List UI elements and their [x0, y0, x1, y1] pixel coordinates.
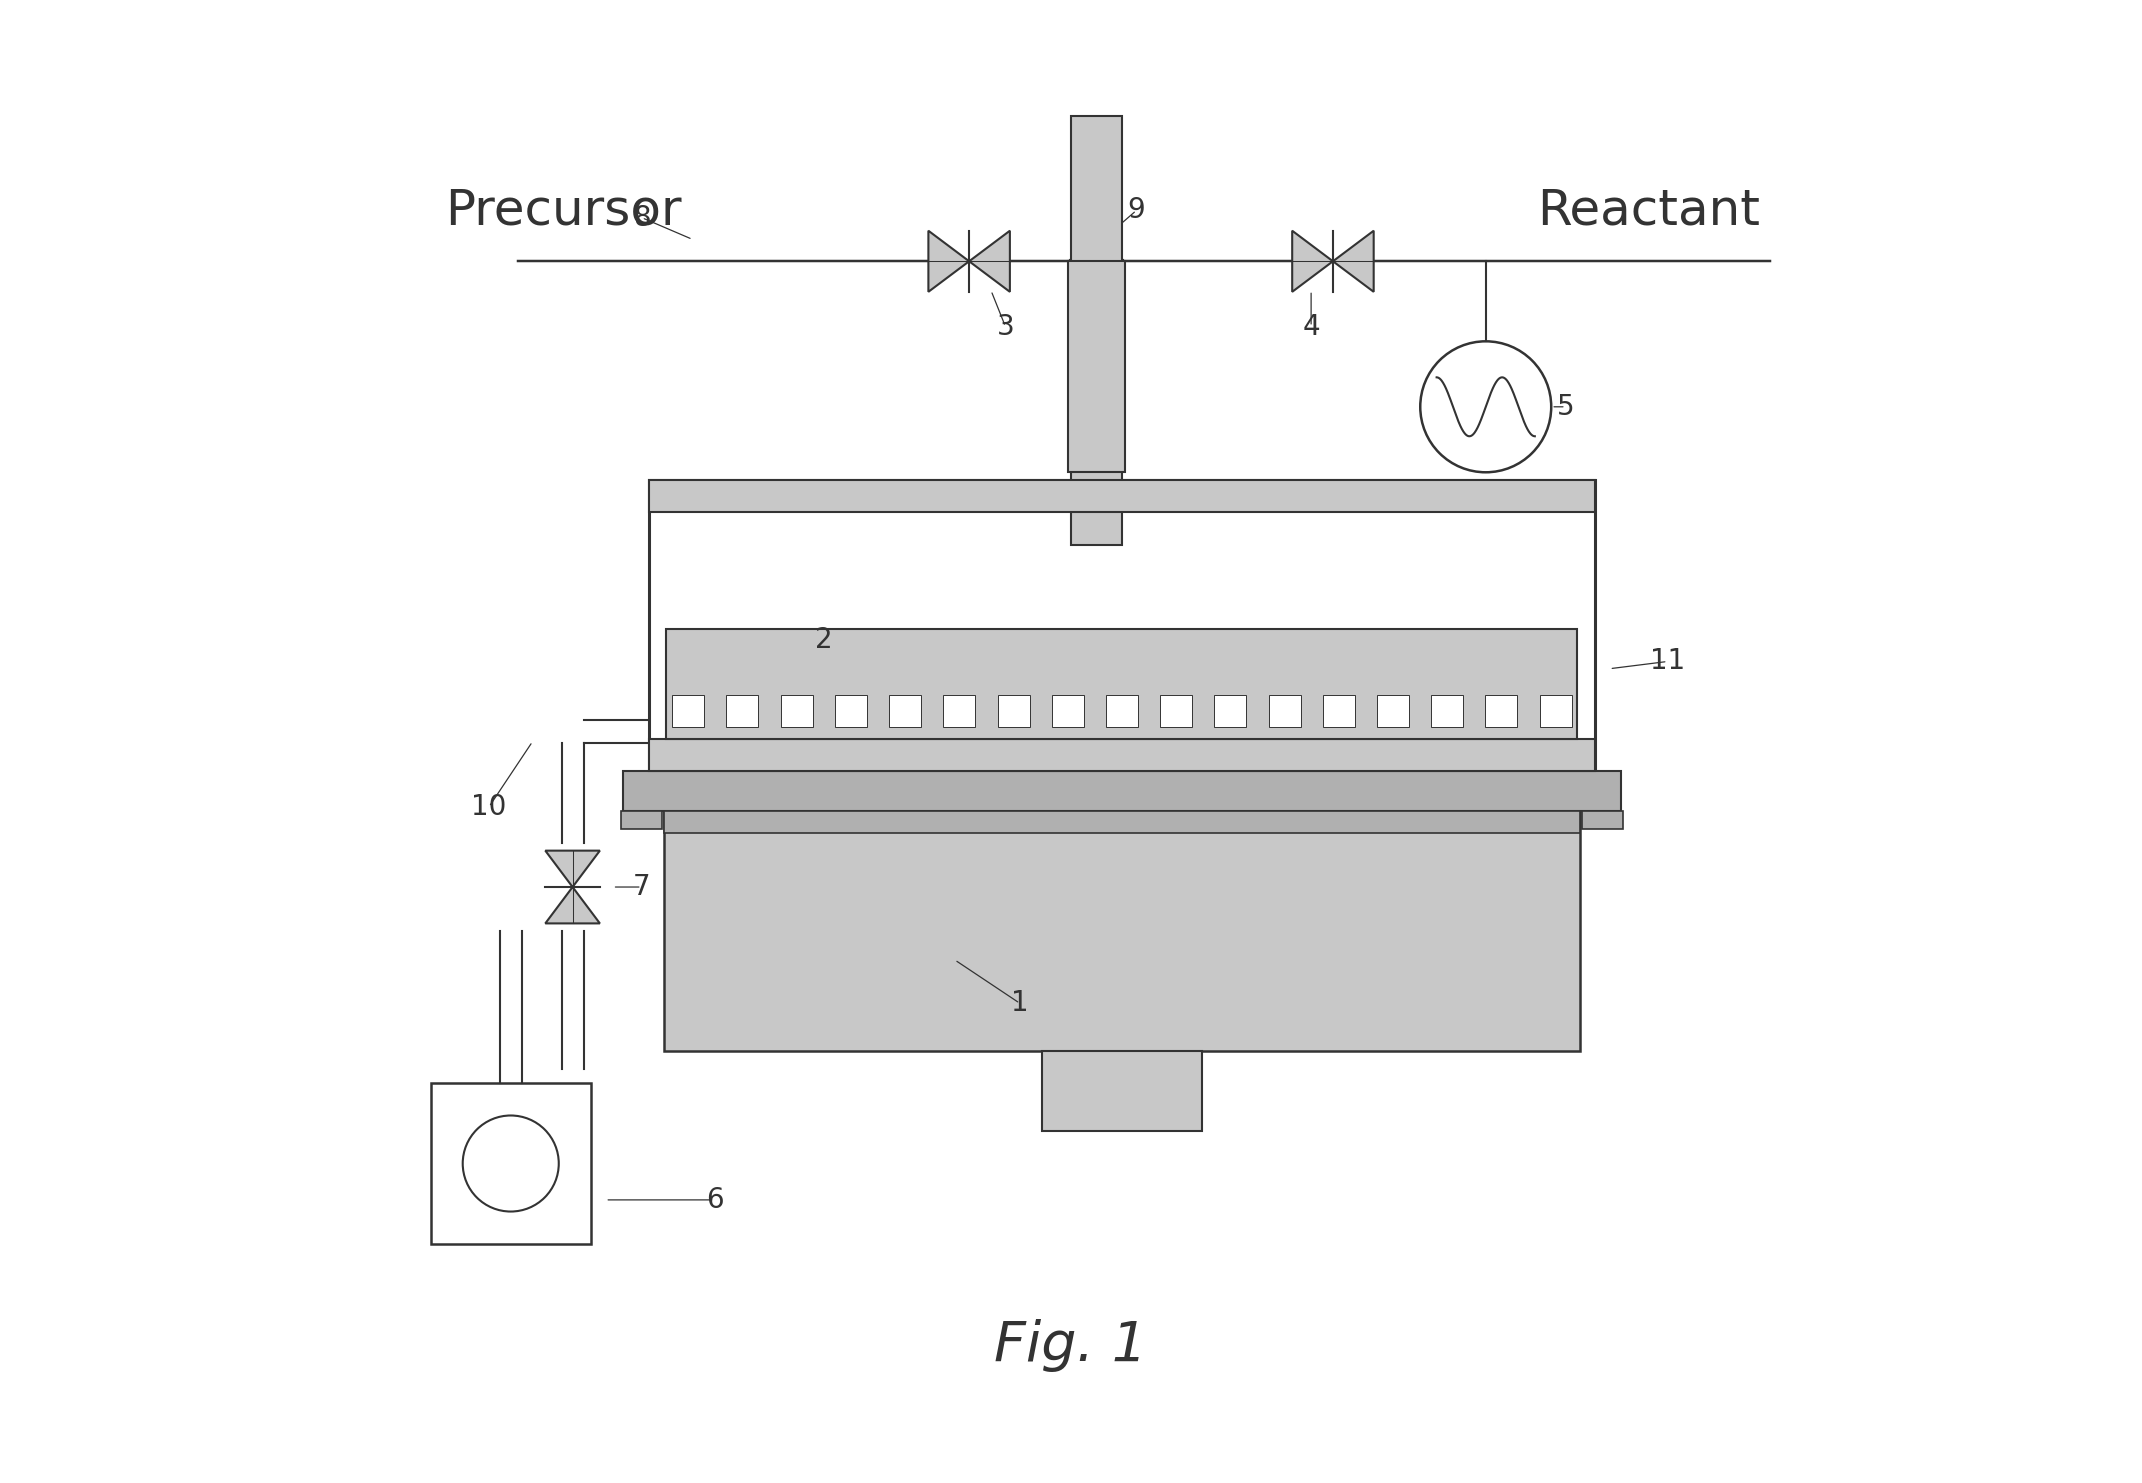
- Bar: [1431, 696, 1463, 727]
- Polygon shape: [1292, 231, 1332, 292]
- Text: 11: 11: [1649, 648, 1686, 675]
- Bar: [623, 771, 1621, 811]
- Text: 2: 2: [814, 626, 833, 654]
- Bar: [673, 696, 705, 727]
- Bar: [621, 811, 662, 829]
- Bar: [1161, 696, 1193, 727]
- Bar: [649, 479, 1596, 771]
- Polygon shape: [546, 851, 600, 887]
- Bar: [1268, 696, 1300, 727]
- Bar: [889, 696, 921, 727]
- Bar: [1052, 696, 1084, 727]
- Bar: [1377, 696, 1409, 727]
- Text: 8: 8: [632, 203, 651, 231]
- Text: 1: 1: [1011, 989, 1028, 1017]
- Polygon shape: [1332, 231, 1373, 292]
- Bar: [1324, 696, 1354, 727]
- Text: Reactant: Reactant: [1536, 187, 1761, 234]
- Bar: [666, 629, 1577, 739]
- Text: 7: 7: [632, 873, 651, 902]
- Bar: [431, 1084, 591, 1244]
- Polygon shape: [927, 231, 968, 292]
- Bar: [1581, 811, 1621, 829]
- Bar: [1041, 1051, 1202, 1132]
- Text: Precursor: Precursor: [446, 187, 681, 234]
- Text: 3: 3: [996, 313, 1015, 341]
- Text: 5: 5: [1557, 393, 1574, 421]
- Bar: [1484, 696, 1517, 727]
- Bar: [780, 696, 812, 727]
- Text: 9: 9: [1127, 196, 1146, 224]
- Bar: [1071, 116, 1122, 546]
- Bar: [1540, 696, 1572, 727]
- Bar: [664, 811, 1581, 1051]
- Bar: [835, 696, 868, 727]
- Text: Fig. 1: Fig. 1: [994, 1318, 1148, 1372]
- Text: 10: 10: [471, 793, 508, 822]
- Polygon shape: [546, 887, 600, 924]
- Text: 4: 4: [1302, 313, 1319, 341]
- Bar: [649, 479, 1596, 512]
- Bar: [1069, 261, 1125, 472]
- Bar: [649, 739, 1596, 771]
- Text: 6: 6: [705, 1186, 724, 1215]
- Bar: [726, 696, 758, 727]
- Bar: [1215, 696, 1247, 727]
- Bar: [942, 696, 975, 727]
- Polygon shape: [968, 231, 1009, 292]
- Bar: [664, 811, 1581, 833]
- Bar: [1105, 696, 1137, 727]
- Bar: [998, 696, 1030, 727]
